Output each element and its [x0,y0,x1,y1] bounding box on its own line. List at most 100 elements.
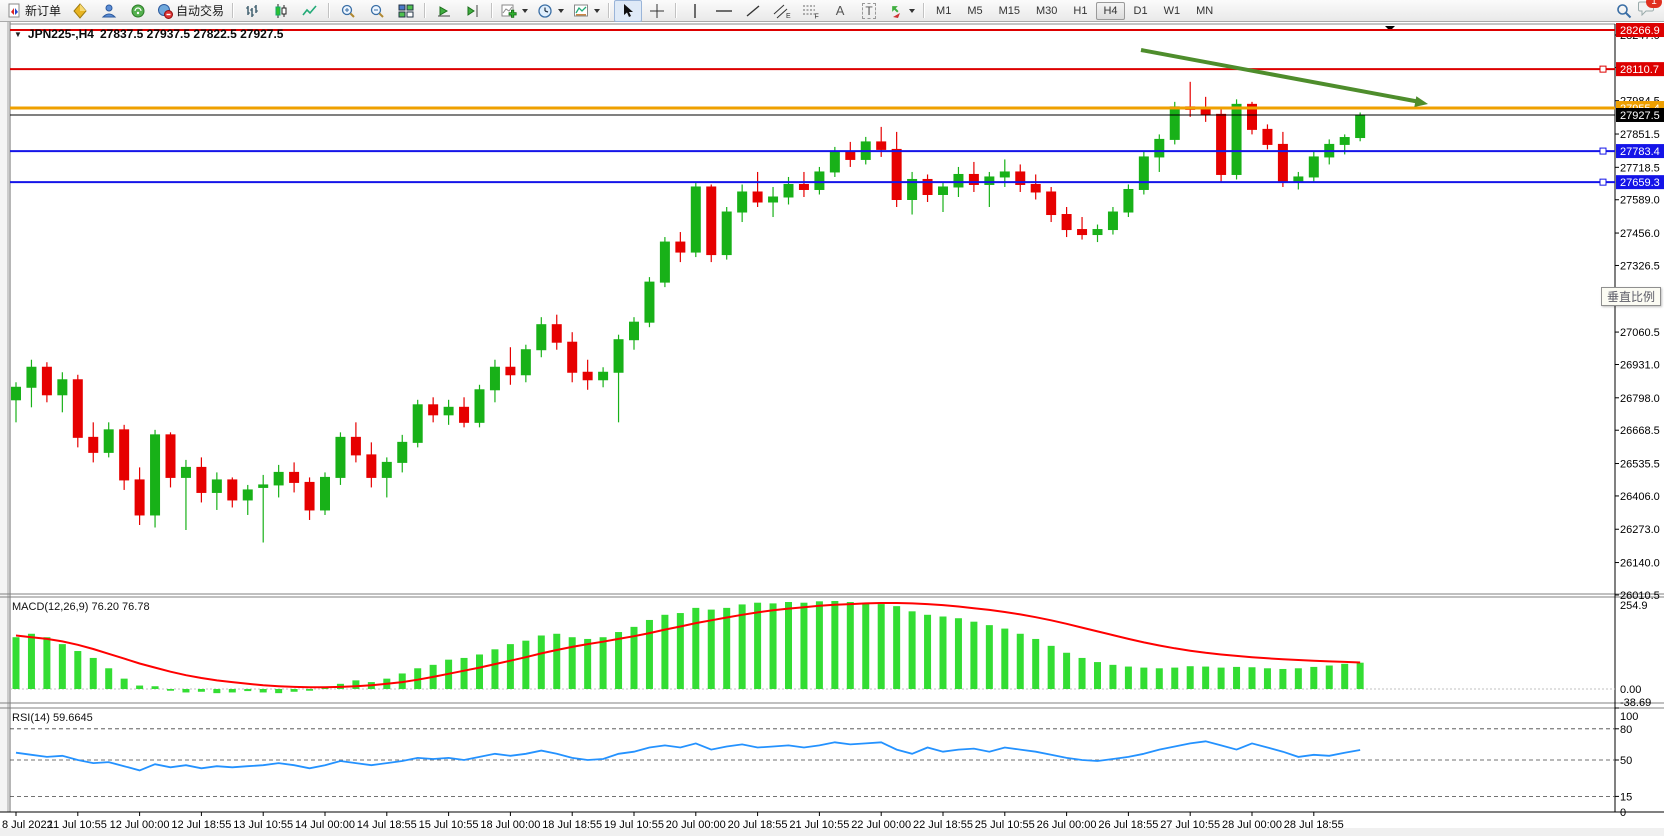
line-chart-button[interactable] [296,0,324,22]
candle [1231,103,1242,175]
timeframe-mn[interactable]: MN [1196,4,1214,17]
svg-text:0: 0 [1620,807,1626,819]
candle [675,241,686,253]
svg-text:15: 15 [1620,791,1632,803]
horizontal-line-tool-button[interactable] [710,0,738,22]
candle [1308,156,1319,178]
equidistant-channel-tool-button[interactable]: E [768,0,796,22]
vertical-line-tool-button[interactable] [681,0,709,22]
svg-text:12 Jul 18:55: 12 Jul 18:55 [171,819,231,831]
svg-text:8 Jul 2022: 8 Jul 2022 [2,819,53,831]
svg-text:26140.0: 26140.0 [1620,558,1660,570]
arrows-tool-button[interactable] [884,0,919,22]
auto-trading-button[interactable]: 自动交易 [153,0,228,22]
trendline-tool-button[interactable] [739,0,767,22]
candle [258,484,269,488]
toolbar: 新订单 自动交易 [0,0,1664,22]
candlestick-chart-button[interactable] [267,0,295,22]
candle [520,349,531,376]
candle [150,434,161,516]
pane-frame [0,22,1664,836]
timeframe-h4[interactable]: H4 [1096,1,1125,20]
candle [103,429,114,453]
auto-scroll-button[interactable] [430,0,458,22]
zoom-in-button[interactable] [334,0,362,22]
svg-text:22 Jul 00:00: 22 Jul 00:00 [851,819,911,831]
timeframe-m15[interactable]: M15 [998,4,1020,17]
candle [273,471,284,486]
templates-icon [574,4,589,16]
text-label-tool-button[interactable]: T [855,0,883,22]
periods-button[interactable] [533,0,568,22]
signals-button[interactable] [124,0,152,22]
timeframe-m30[interactable]: M30 [1036,4,1058,17]
chart-shift-button[interactable] [459,0,487,22]
new-order-button[interactable]: 新订单 [3,0,65,22]
candle [690,186,701,253]
timeframe-m1[interactable]: M1 [936,4,952,17]
timeframe-d1[interactable]: D1 [1133,4,1148,17]
candle [196,466,207,493]
timeframe-w1[interactable]: W1 [1163,4,1181,17]
price-levels[interactable] [10,29,1615,186]
candle [26,366,37,388]
toolbar-separator [424,3,427,18]
candle [335,436,346,478]
svg-text:26 Jul 18:55: 26 Jul 18:55 [1098,819,1158,831]
svg-text:26 Jul 00:00: 26 Jul 00:00 [1037,819,1097,831]
search-icon[interactable] [1616,3,1632,19]
dropdown-caret-icon [522,8,529,13]
svg-text:19 Jul 10:55: 19 Jul 10:55 [604,819,664,831]
fibonacci-tool-button[interactable]: F [797,0,825,22]
svg-text:11 Jul 10:55: 11 Jul 10:55 [48,819,107,831]
profile-button[interactable] [95,0,123,22]
chart-canvas[interactable]: 28247.028117.527984.527851.527718.527589… [0,22,1664,836]
timeframe-h1[interactable]: H1 [1073,4,1088,17]
candle [320,476,330,511]
svg-text:28 Jul 00:00: 28 Jul 00:00 [1222,819,1282,831]
templates-button[interactable] [569,0,604,22]
candle [412,404,423,443]
zoom-out-button[interactable] [363,0,391,22]
crosshair-tool-button[interactable] [643,0,671,22]
svg-text:50: 50 [1620,755,1632,767]
candle [953,173,964,188]
profile-icon [101,4,117,17]
macd-indicator-label: MACD(12,26,9) 76.20 76.78 [12,601,150,613]
bar-chart-button[interactable] [238,0,266,22]
scroll-anchor-icon[interactable] [1385,26,1395,31]
candle [134,479,145,516]
trend-arrow[interactable] [1140,48,1428,107]
candle [180,466,191,478]
level-handle[interactable] [1599,147,1607,155]
level-handle[interactable] [1599,65,1607,73]
cursor-tool-button[interactable] [614,0,643,22]
svg-text:22 Jul 18:55: 22 Jul 18:55 [913,819,973,831]
candle [629,321,639,341]
fibonacci-icon: F [803,5,819,19]
new-order-icon [8,3,20,18]
timeframe-m5[interactable]: M5 [967,4,983,17]
candle [752,191,763,203]
svg-text:26798.0: 26798.0 [1620,393,1660,405]
svg-text:E: E [786,13,791,19]
candle [706,186,717,256]
rsi-indicator-label: RSI(14) 59.6645 [12,712,93,724]
candle [999,171,1010,178]
auto-trading-label: 自动交易 [176,4,225,18]
svg-text:26535.5: 26535.5 [1620,459,1660,471]
candle [1123,188,1134,213]
indicators-button[interactable] [497,0,532,22]
svg-text:27326.5: 27326.5 [1620,260,1660,272]
tile-windows-button[interactable] [392,0,420,22]
toolbar-separator [923,3,926,18]
symbol-collapse-icon[interactable]: ▼ [14,29,22,39]
level-handle[interactable] [1599,178,1607,186]
market-button[interactable] [66,0,94,22]
svg-text:27718.5: 27718.5 [1620,162,1660,174]
text-tool-button[interactable]: A [826,0,854,22]
chat-button[interactable]: 1 [1638,0,1662,21]
candle [119,429,130,481]
macd-axis: 254.9 0.00-38.69 [1620,600,1651,709]
